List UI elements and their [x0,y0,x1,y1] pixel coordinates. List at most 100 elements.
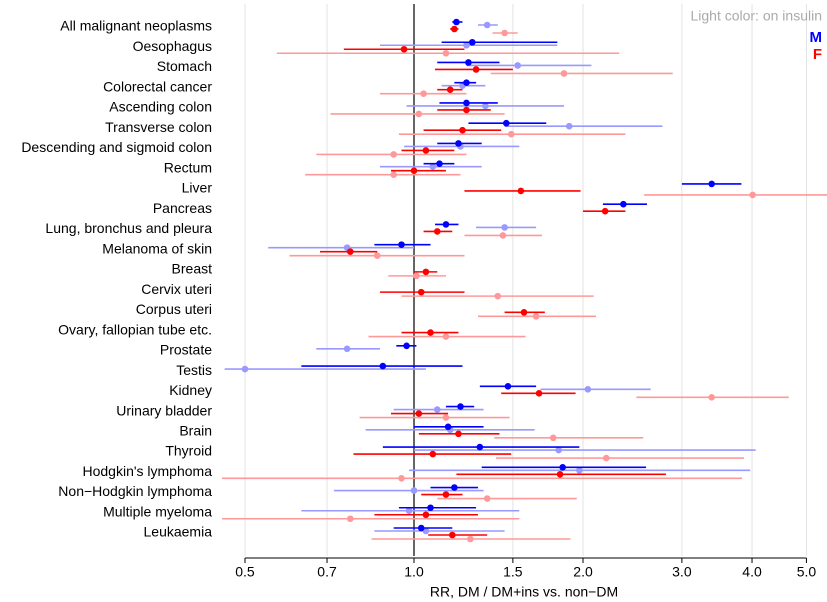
category-label: Hodgkin's lymphoma [82,463,212,479]
grid [244,4,807,556]
category-label: Descending and sigmoid colon [21,139,212,155]
point [373,252,381,259]
x-tick-label: 5.0 [797,564,817,580]
point [463,106,470,114]
point [442,221,450,228]
point [455,140,462,147]
legend-entry: M [810,29,823,46]
point [457,403,464,410]
point [415,410,423,417]
point [463,41,470,49]
point [494,292,502,300]
point [442,333,450,340]
point [501,224,508,231]
point [422,147,430,154]
point [463,79,470,87]
point [502,119,510,127]
point [448,531,456,539]
category-label: Kidney [169,382,212,398]
point [420,90,427,98]
category-label: Melanoma of skin [102,240,212,256]
point [444,423,452,431]
point [429,163,437,170]
category-label: Liver [182,180,213,196]
point [427,504,434,512]
point [390,151,397,158]
point [390,171,397,178]
point [584,386,592,393]
category-label: Transverse colon [105,119,212,135]
point [517,187,525,195]
category-label: Cervix uteri [141,281,212,297]
point [433,406,441,413]
point [417,288,425,296]
point [446,86,454,94]
point [403,342,410,350]
point [520,309,528,316]
point [442,491,450,498]
point [410,167,418,174]
point [451,25,458,33]
point [507,130,515,138]
point [379,362,387,370]
point [346,515,354,523]
point [476,443,484,451]
point [422,527,430,535]
point [410,487,418,494]
point [535,390,543,397]
point [559,463,566,471]
point [532,313,540,320]
point [504,383,512,390]
x-tick-label: 3.0 [672,564,692,580]
point [708,180,715,188]
point [400,45,408,53]
point [602,454,610,462]
point [413,272,420,280]
category-label: Multiple myeloma [103,503,212,519]
x-axis-label: RR, DM / DM+ins vs. non−DM [430,584,618,600]
category-label: Ovary, fallopian tube etc. [58,321,212,337]
point [346,248,354,255]
category-label: Testis [176,362,212,378]
point [451,484,458,491]
point [436,160,443,167]
category-label: Urinary bladder [116,402,212,418]
point [501,29,508,37]
category-label: Oesophagus [133,38,212,54]
category-label: Leukaemia [144,524,213,540]
category-label: Breast [172,261,213,277]
point [398,474,405,482]
point [465,59,472,66]
category-label: All malignant neoplasms [60,18,212,34]
point [398,241,405,248]
point [442,49,450,57]
point [514,62,521,69]
point [576,466,583,474]
plot-area [222,18,827,543]
x-tick-label: 0.5 [235,564,255,580]
x-tick-label: 1.5 [503,564,523,580]
point [560,70,568,77]
category-label: Pancreas [153,200,212,216]
point [483,495,491,502]
category-label: Thyroid [165,443,212,459]
category-label: Colorectal cancer [103,78,212,94]
point [433,228,441,235]
point [405,507,413,515]
point [455,430,462,438]
point [442,414,450,421]
point [549,434,557,442]
category-label: Lung, bronchus and pleura [45,220,212,236]
point [467,535,474,543]
point [415,110,423,118]
category-label: Brain [179,423,212,439]
point [483,21,491,29]
point [343,345,351,353]
point [472,66,480,73]
point [708,394,715,401]
point [749,191,756,199]
point [601,207,609,215]
point [453,18,460,26]
point [422,268,430,276]
